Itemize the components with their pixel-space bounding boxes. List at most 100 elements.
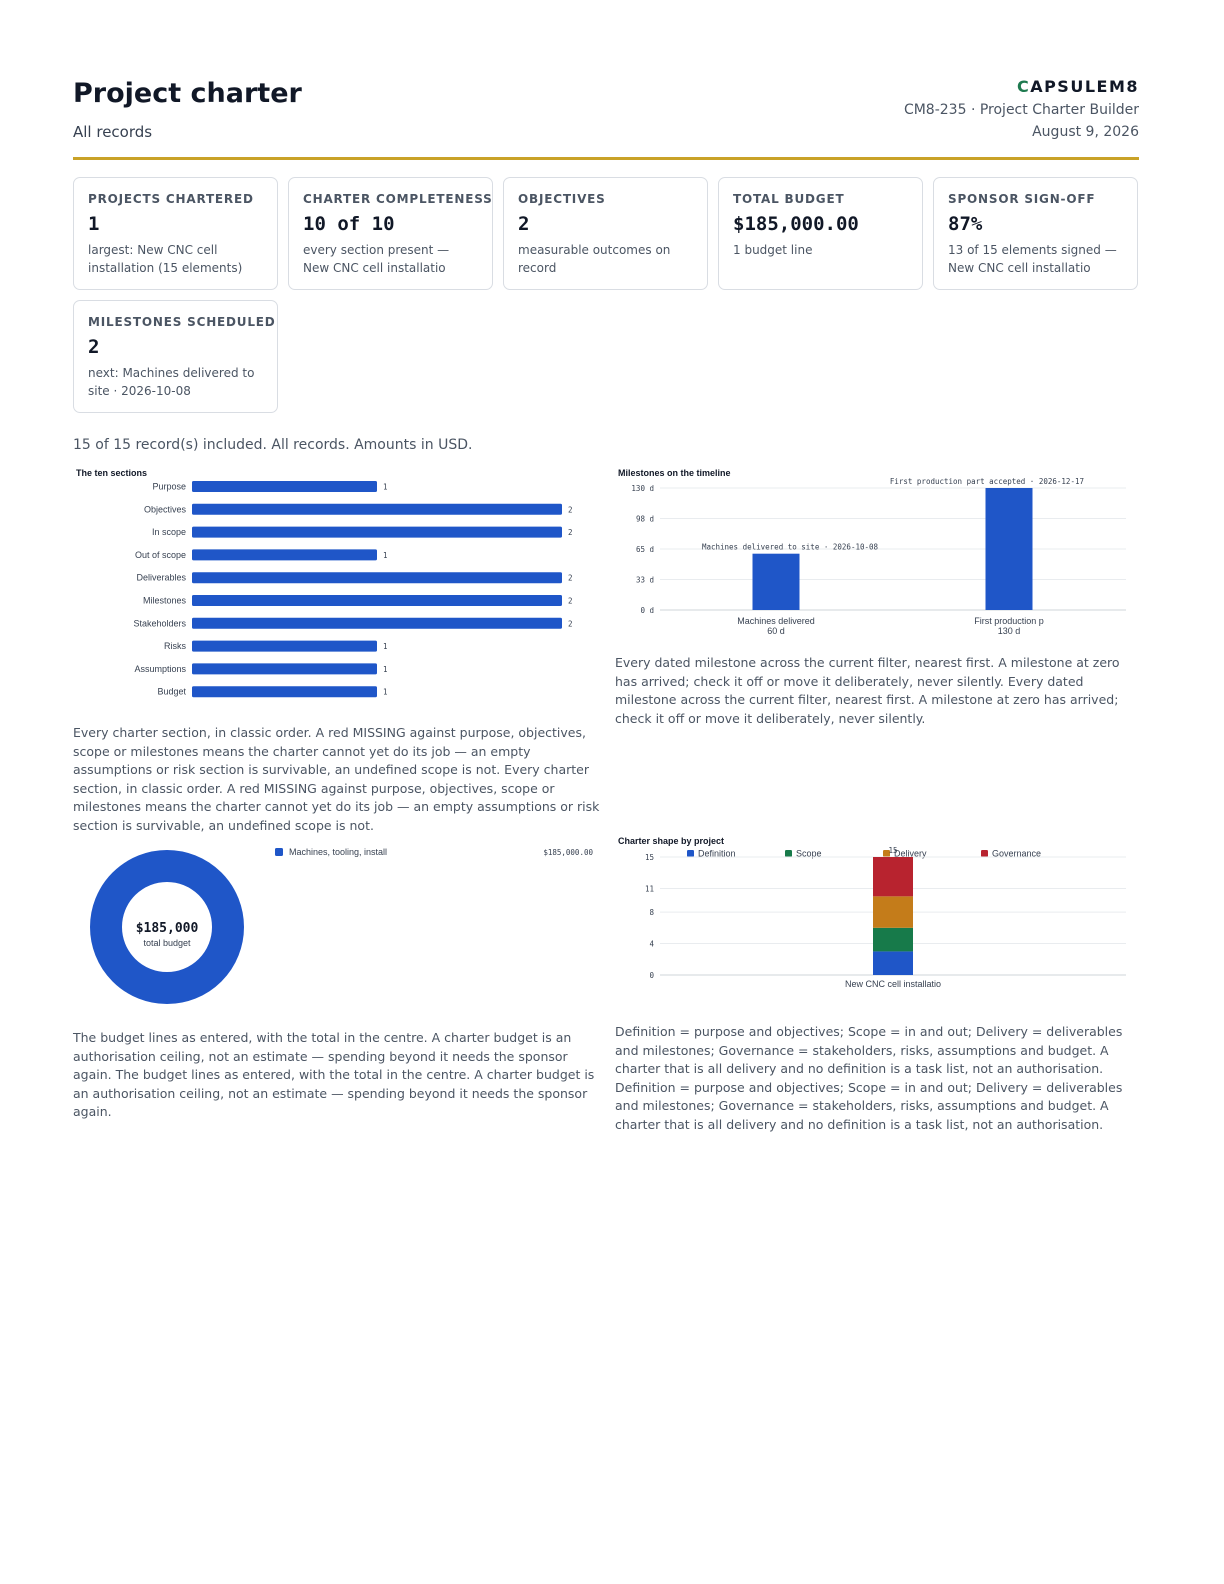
donut-center-label: total budget xyxy=(143,938,191,948)
legend-label: Delivery xyxy=(894,849,927,859)
section-bar xyxy=(192,481,377,492)
category-label: Purpose xyxy=(152,482,186,492)
sections-bar-chart: The ten sections Purpose 1 Objectives 2 In s… xyxy=(76,468,573,698)
budget-caption: The budget lines as entered, with the to… xyxy=(73,1030,595,1119)
bar-value-label: 2 xyxy=(568,574,573,583)
kpi-value: 1 xyxy=(88,213,100,235)
records-summary: 15 of 15 record(s) included. All records… xyxy=(73,437,473,453)
x-category-label: New CNC cell installatio xyxy=(845,979,941,989)
legend-value: $185,000.00 xyxy=(543,848,593,857)
page-title: Project charter xyxy=(73,78,302,109)
kpi-value: 10 of 10 xyxy=(303,213,395,235)
stacked-segment xyxy=(873,927,913,952)
kpi-value: 2 xyxy=(518,213,530,235)
x-category-label: First production p xyxy=(974,616,1044,626)
budget-donut-chart: $185,000 total budget Machines, tooling, i… xyxy=(90,847,593,1004)
category-label: In scope xyxy=(152,527,186,537)
kpi-note: 1 budget line xyxy=(733,243,813,257)
bar-value-label: 1 xyxy=(383,665,388,674)
kpi-label: OBJECTIVES xyxy=(518,192,606,206)
kpi-note: largest: New CNC cell installation (15 e… xyxy=(88,243,243,275)
category-label: Risks xyxy=(164,641,186,651)
section-bar xyxy=(192,663,377,675)
category-label: Milestones xyxy=(143,596,187,606)
y-tick-label: 0 xyxy=(649,971,654,980)
section-bar xyxy=(192,595,562,606)
report-code: CM8-235 · Project Charter Builder xyxy=(903,102,1139,118)
bar-value-label: 2 xyxy=(568,528,573,537)
chart-title: Milestones on the timeline xyxy=(618,468,731,478)
stacked-segment xyxy=(873,896,913,928)
report-date: August 9, 2026 xyxy=(1032,124,1139,140)
kpi-card-budget: TOTAL BUDGET $185,000.00 1 budget line xyxy=(718,177,923,290)
y-tick-label: 33 d xyxy=(636,576,654,585)
kpi-card-projects: PROJECTS CHARTERED 1 largest: New CNC ce… xyxy=(73,177,278,290)
bar-value-label: 2 xyxy=(568,505,573,514)
legend-swatch xyxy=(785,850,792,857)
milestone-annotation: First production part accepted · 2026-12… xyxy=(890,477,1084,486)
milestone-bar xyxy=(985,488,1033,610)
brand-logo: CAPSULEM8 xyxy=(1017,77,1139,96)
x-category-label: Machines delivered xyxy=(737,616,815,626)
stacked-segment xyxy=(873,857,913,897)
kpi-value: 87% xyxy=(948,213,983,235)
section-bar xyxy=(192,549,377,561)
legend-swatch xyxy=(687,850,694,857)
chart-title: Charter shape by project xyxy=(618,836,724,846)
y-tick-label: 15 xyxy=(645,853,654,862)
y-tick-label: 98 d xyxy=(636,515,654,524)
milestones-caption: Every dated milestone across the current… xyxy=(615,655,1120,726)
category-label: Stakeholders xyxy=(133,618,186,628)
legend-swatch xyxy=(275,848,283,856)
kpi-label: TOTAL BUDGET xyxy=(733,192,845,206)
section-bar xyxy=(192,617,562,629)
brand-mark-icon: C xyxy=(1016,77,1031,96)
kpi-label: PROJECTS CHARTERED xyxy=(88,192,254,206)
kpi-card-objectives: OBJECTIVES 2 measurable outcomes on reco… xyxy=(503,177,708,290)
x-value-label: 60 d xyxy=(767,626,785,636)
brand-name: APSULEM8 xyxy=(1030,77,1139,96)
milestone-annotation: Machines delivered to site · 2026-10-08 xyxy=(702,543,879,552)
y-tick-label: 8 xyxy=(649,908,654,917)
bar-total-label: 15 xyxy=(888,846,897,855)
category-label: Assumptions xyxy=(134,664,186,674)
bar-value-label: 1 xyxy=(383,688,388,697)
plot-area: 0 4 8 11 15 15 New CNC cell installatio xyxy=(645,846,1126,989)
bar-value-label: 2 xyxy=(568,619,573,628)
category-label: Deliverables xyxy=(136,573,186,583)
kpi-card-milestones: MILESTONES SCHEDULED 2 next: Machines de… xyxy=(73,300,278,413)
milestone-bar xyxy=(752,553,800,610)
x-value-label: 130 d xyxy=(998,626,1021,636)
kpi-value: 2 xyxy=(88,336,100,358)
page-subtitle: All records xyxy=(73,123,153,141)
legend-label: Definition xyxy=(698,849,736,859)
donut-center-value: $185,000 xyxy=(136,921,199,936)
category-label: Out of scope xyxy=(135,550,186,560)
kpi-card-completeness: CHARTER COMPLETENESS 10 of 10 every sect… xyxy=(288,177,493,290)
donut-slice xyxy=(90,850,244,1004)
legend-label: Scope xyxy=(796,849,822,859)
y-tick-label: 65 d xyxy=(636,545,654,554)
kpi-label: MILESTONES SCHEDULED xyxy=(88,315,276,329)
stacked-segment xyxy=(873,951,913,975)
kpi-note: every section present — New CNC cell ins… xyxy=(303,243,450,275)
kpi-label: CHARTER COMPLETENESS xyxy=(303,192,493,206)
legend-label: Governance xyxy=(992,849,1041,859)
kpi-note: measurable outcomes on record xyxy=(518,243,671,275)
kpi-note: 13 of 15 elements signed — New CNC cell … xyxy=(948,243,1117,275)
charter-shape-chart: Charter shape by project Definition Scope… xyxy=(618,836,1126,989)
bar-value-label: 1 xyxy=(383,642,388,651)
kpi-value: $185,000.00 xyxy=(733,213,859,235)
bar-value-label: 1 xyxy=(383,551,388,560)
report-header: Project charter All records CAPSULEM8 CM… xyxy=(73,70,1139,160)
bar-value-label: 1 xyxy=(383,483,388,492)
section-bar xyxy=(192,526,562,538)
bar-value-label: 2 xyxy=(568,597,573,606)
category-label: Objectives xyxy=(144,504,187,514)
kpi-label: SPONSOR SIGN-OFF xyxy=(948,192,1096,206)
section-bar xyxy=(192,686,377,698)
category-label: Budget xyxy=(157,687,186,697)
section-bar xyxy=(192,503,562,515)
section-bar xyxy=(192,640,377,652)
shape-caption: Definition = purpose and objectives; Sco… xyxy=(615,1024,1123,1132)
